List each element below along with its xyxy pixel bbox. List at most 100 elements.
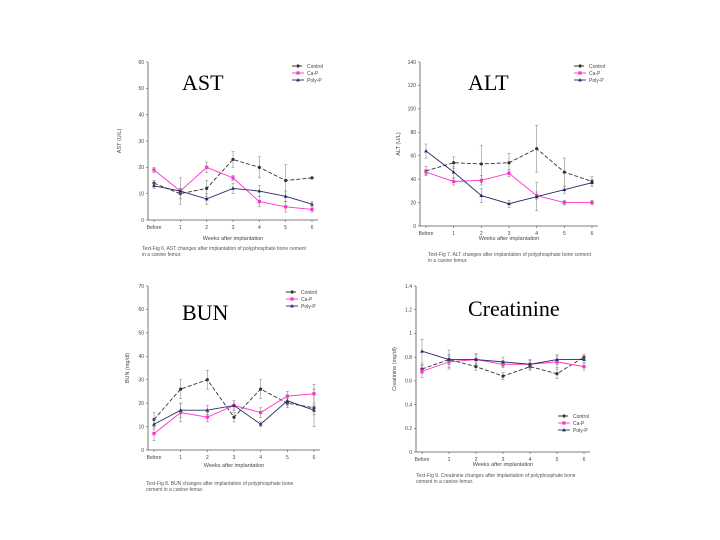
- bun-caption: Text-Fig 8. BUN changes after implantati…: [146, 481, 294, 493]
- polyp-point: [204, 196, 209, 201]
- y-axis-label: Creatinine (mg/dl): [392, 347, 398, 391]
- polyp-point: [562, 187, 567, 192]
- control-point: [231, 157, 235, 162]
- y-axis-label: ALT (U/L): [396, 132, 402, 155]
- polyp-legend-marker: [290, 304, 294, 308]
- control-legend-marker: [562, 414, 566, 418]
- y-tick-label: 50: [138, 331, 144, 337]
- x-tick-label: 6: [311, 225, 314, 231]
- polyp-point: [501, 359, 505, 364]
- y-tick-label: 0.8: [405, 355, 412, 361]
- x-tick-label: Before: [419, 231, 434, 237]
- x-tick-label: Before: [415, 457, 430, 463]
- cap-point: [507, 171, 511, 175]
- y-tick-label: 0: [413, 224, 416, 230]
- control-point: [179, 387, 183, 391]
- creatinine-panel: 0 0.2 0.4 0.6 0.8 1 1.2 1.4 Before 1 2 3 4 5 6 Weeks af…: [360, 270, 720, 540]
- x-tick-label: 4: [259, 455, 262, 461]
- polyp-point: [283, 194, 288, 198]
- cap-point: [205, 415, 209, 419]
- y-tick-label: 0: [141, 448, 144, 454]
- cap-legend-marker: [296, 71, 300, 75]
- y-tick-label: 40: [410, 177, 416, 183]
- x-tick-label: 4: [258, 225, 261, 231]
- polyp-point: [178, 189, 183, 193]
- bun-chart: 0 10 20 30 40 50 60 70 Before 1 2 3 4 5 6 Weeks after i…: [125, 284, 320, 469]
- polyp-point: [590, 180, 594, 185]
- control-point: [474, 365, 478, 369]
- x-tick-label: 4: [535, 231, 538, 237]
- y-tick-label: 60: [138, 60, 144, 66]
- ast-chart: 0 10 20 30 40 50 60 Before 1 2 3 4 5 6 Weeks after imp…: [117, 60, 323, 242]
- y-tick-label: 20: [410, 200, 416, 206]
- control-point: [257, 165, 261, 169]
- polyp-point: [507, 201, 511, 206]
- x-tick-label: 3: [232, 225, 235, 231]
- polyp-point: [582, 357, 586, 361]
- cap-point: [152, 168, 156, 172]
- control-point: [501, 374, 505, 378]
- polyp-point: [152, 183, 156, 188]
- x-tick-label: 3: [502, 457, 505, 463]
- x-tick-label: 4: [529, 457, 532, 463]
- control-point: [452, 161, 456, 165]
- y-tick-label: 60: [410, 154, 416, 160]
- x-tick-label: 2: [475, 457, 478, 463]
- cap-point: [312, 392, 316, 396]
- x-axis-label: Weeks after implantation: [473, 462, 533, 468]
- x-tick-label: 2: [206, 455, 209, 461]
- y-tick-label: 80: [410, 130, 416, 136]
- control-point: [535, 147, 539, 151]
- x-tick-label: 2: [205, 225, 208, 231]
- ast-caption: Text-Fig 6. AST changes after implantati…: [142, 246, 306, 258]
- x-tick-label: 2: [480, 231, 483, 237]
- polyp-point: [178, 408, 183, 412]
- polyp-legend-label: Poly-P: [301, 304, 316, 310]
- cap-point: [562, 200, 566, 205]
- x-axis-label: Weeks after implantation: [204, 463, 264, 469]
- polyp-point: [231, 186, 235, 190]
- cap-point: [205, 165, 209, 169]
- polyp-point: [232, 403, 236, 407]
- cap-point: [479, 178, 483, 182]
- x-tick-label: 1: [179, 455, 182, 461]
- control-point: [232, 415, 236, 419]
- x-tick-label: 5: [286, 455, 289, 461]
- control-point: [479, 162, 483, 166]
- polyp-point: [312, 408, 316, 412]
- cap-point: [284, 205, 288, 209]
- cap-point: [259, 410, 263, 415]
- y-tick-label: 70: [138, 284, 144, 290]
- bun-big-title: BUN: [182, 300, 229, 325]
- y-tick-label: 1: [409, 331, 412, 337]
- creatinine-chart: 0 0.2 0.4 0.6 0.8 1 1.2 1.4 Before 1 2 3 4 5 6 Weeks af…: [392, 284, 590, 468]
- polyp-point: [152, 422, 156, 426]
- cap-legend-label: Ca-P: [589, 71, 601, 77]
- x-tick-label: 1: [179, 225, 182, 231]
- cap-legend-marker: [290, 297, 294, 301]
- y-tick-label: 0: [141, 218, 144, 224]
- y-tick-label: 30: [138, 378, 144, 384]
- cap-point: [582, 365, 586, 369]
- y-tick-label: 120: [408, 83, 417, 89]
- cap-legend-marker: [562, 421, 566, 425]
- polyp-point: [555, 357, 559, 361]
- x-tick-label: 5: [556, 457, 559, 463]
- x-tick-label: 1: [448, 457, 451, 463]
- cap-point: [424, 170, 428, 174]
- polyp-point: [534, 194, 539, 199]
- x-tick-label: 3: [233, 455, 236, 461]
- alt-chart: 0 20 40 60 80 100 120 140 Before 1 2 3 4 5 6 Weeks afte…: [396, 60, 605, 242]
- x-tick-label: Before: [147, 225, 162, 231]
- cap-point: [420, 369, 424, 373]
- polyp-point: [420, 349, 424, 353]
- x-tick-label: 3: [508, 231, 511, 237]
- y-tick-label: 30: [138, 139, 144, 145]
- control-legend-marker: [578, 64, 582, 68]
- polyp-legend-marker: [296, 78, 300, 82]
- creatinine-caption: Text-Fig 9. Creatinine changes after imp…: [416, 473, 576, 485]
- polyp-point: [424, 149, 428, 153]
- x-axis-label: Weeks after implantation: [203, 236, 263, 242]
- control-point: [205, 186, 209, 190]
- control-point: [555, 372, 559, 376]
